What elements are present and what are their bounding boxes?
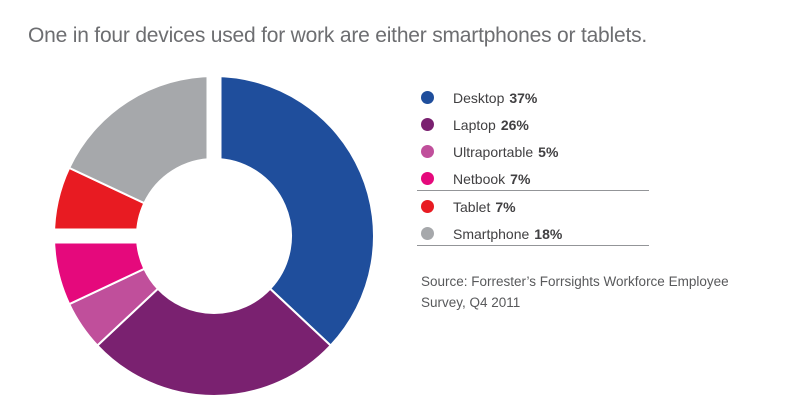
legend-item-laptop: Laptop 26% xyxy=(421,111,661,138)
legend-item-desktop: Desktop 37% xyxy=(421,84,661,111)
legend-swatch-netbook xyxy=(421,172,434,185)
source-line-2: Survey, Q4 2011 xyxy=(421,295,521,310)
legend-label-desktop: Desktop xyxy=(453,89,505,106)
legend-item-ultraportable: Ultraportable 5% xyxy=(421,138,661,165)
legend-label-smartphone: Smartphone xyxy=(453,225,530,242)
legend-value-laptop: 26% xyxy=(500,116,529,133)
chart-title: One in four devices used for work are ei… xyxy=(28,24,648,47)
legend-label-netbook: Netbook xyxy=(453,170,506,187)
legend-label-tablet: Tablet xyxy=(453,198,491,215)
legend-divider-bottom-group xyxy=(417,245,649,246)
legend-label-ultraportable: Ultraportable xyxy=(453,143,534,160)
legend-item-netbook: Netbook 7% xyxy=(421,165,661,192)
legend-value-smartphone: 18% xyxy=(534,225,563,242)
donut-chart-svg xyxy=(41,63,375,397)
donut-segment-smartphone xyxy=(67,74,215,205)
legend-swatch-tablet xyxy=(421,200,434,213)
source-line-1: Source: Forrester’s Forrsights Workforce… xyxy=(421,274,729,289)
legend-swatch-smartphone xyxy=(421,227,434,240)
legend-swatch-ultraportable xyxy=(421,145,434,158)
source-note: Source: Forrester’s Forrsights Workforce… xyxy=(421,271,751,313)
legend-value-desktop: 37% xyxy=(509,89,538,106)
legend-item-tablet: Tablet 7% xyxy=(421,193,661,220)
legend-swatch-desktop xyxy=(421,91,434,104)
legend: Desktop 37% Laptop 26% Ultraportable 5% … xyxy=(417,84,661,248)
donut-segment-desktop xyxy=(213,74,375,347)
legend-value-tablet: 7% xyxy=(495,198,516,215)
legend-item-smartphone: Smartphone 18% xyxy=(421,220,661,247)
legend-value-ultraportable: 5% xyxy=(538,143,559,160)
legend-swatch-laptop xyxy=(421,118,434,131)
legend-value-netbook: 7% xyxy=(510,170,531,187)
legend-divider-top-group xyxy=(417,190,649,191)
donut-segment-laptop xyxy=(95,287,333,397)
donut-chart xyxy=(38,60,390,412)
legend-label-laptop: Laptop xyxy=(453,116,496,133)
